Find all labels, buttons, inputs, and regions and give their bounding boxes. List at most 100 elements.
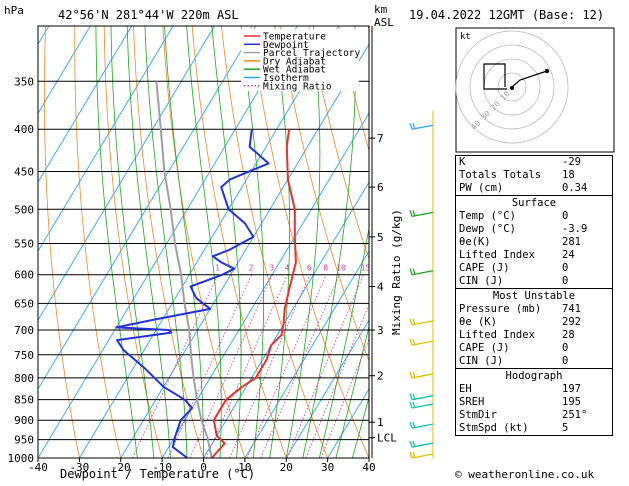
dry-adiabat-line	[133, 26, 204, 458]
wind-barb-flag	[412, 123, 416, 130]
stmspd-row: StmSpd (kt) 5	[459, 422, 569, 434]
pressure-tick-label: 400	[14, 123, 34, 136]
dewpoint-line	[115, 129, 270, 458]
km-tick-label: 4	[377, 280, 384, 293]
parcel-trajectory-line	[155, 81, 213, 458]
wind-barb-flag	[409, 451, 413, 459]
pressure-tick-label: 900	[14, 414, 34, 427]
pressure-tick-label: 450	[14, 165, 34, 178]
mixing-ratio-line	[205, 274, 289, 458]
hodograph-unit-label: kt	[460, 32, 471, 42]
mu-cin-row: CIN (J) 0	[459, 355, 569, 367]
hodograph-center	[510, 86, 514, 90]
mu-pressure-row: Pressure (mb) 741	[459, 303, 581, 315]
hodograph-params-box: Hodograph EH 197 SREH 195 StmDir 251° StmSp…	[455, 369, 613, 436]
mixing-ratio-label: 4	[285, 264, 290, 273]
km-tick-label: 7	[377, 132, 384, 145]
wind-barb-flag	[412, 268, 416, 275]
wind-barb	[411, 211, 434, 218]
stmdir-row: StmDir 251°	[459, 409, 588, 421]
mixing-ratio-label: 3	[269, 264, 274, 273]
wind-barb	[411, 373, 434, 379]
mixing-ratio-line	[229, 274, 311, 458]
isotherm-line	[38, 26, 298, 458]
temperature-tick-label: -30	[69, 461, 89, 474]
wind-barb-flag	[409, 268, 413, 275]
surface-cin-row: CIN (J) 0	[459, 275, 569, 287]
isotherm-line	[285, 319, 369, 458]
mixing-ratio-axis-label: Mixing Ratio (g/kg)	[390, 209, 403, 335]
axes: 3504004505005506006507007508008509009501…	[8, 26, 397, 474]
eh-row: EH 197	[459, 383, 581, 395]
legend-label: Temperature	[263, 32, 326, 43]
unstable-box: Most Unstable Pressure (mb) 741 θe (K) 292…	[455, 289, 613, 369]
wet-adiabat-line	[144, 26, 188, 458]
wet-adiabat-line	[186, 26, 222, 458]
x-axis-label: Dewpoint / Temperature (°C)	[60, 467, 255, 481]
wind-barb-flag	[412, 210, 416, 217]
surface-li-row: Lifted Index 24	[459, 249, 575, 261]
wind-barb-flag	[412, 318, 416, 326]
hodograph-params-title: Hodograph	[505, 370, 563, 382]
temperature-tick-label: 20	[280, 461, 293, 474]
pressure-tick-label: 1000	[8, 452, 35, 465]
mixing-ratio-label: 15	[361, 264, 371, 273]
unstable-title: Most Unstable	[492, 290, 576, 302]
pressure-tick-label: 800	[14, 372, 34, 385]
wind-barb	[411, 340, 434, 346]
mixing-ratio-line	[260, 274, 340, 458]
dry-adiabat-line	[338, 26, 369, 153]
tt-row: Totals Totals 18	[459, 169, 575, 181]
wind-barb	[411, 124, 434, 130]
sreh-row: SREH 195	[459, 396, 581, 408]
mixing-ratio-label: 6	[307, 264, 312, 273]
wind-barb-flag	[409, 401, 413, 409]
km-tick-label: LCL	[377, 432, 397, 445]
km-tick-label: 1	[377, 416, 384, 429]
temperature-tick-label: -10	[152, 461, 172, 474]
temperature-line	[211, 129, 297, 458]
pressure-tick-label: 550	[14, 237, 34, 250]
wind-barb-flag	[412, 338, 416, 346]
wind-barb-flag	[409, 318, 413, 326]
temperature-tick-label: 10	[238, 461, 251, 474]
legend-background	[241, 29, 359, 91]
pressure-tick-label: 750	[14, 349, 34, 362]
hodograph-trace-upper	[511, 70, 548, 88]
legend-label: Dewpoint	[263, 40, 309, 51]
pw-row: PW (cm) 0.34	[459, 182, 588, 194]
km-label: km	[374, 3, 388, 16]
km-tick-label: 5	[377, 231, 384, 244]
hodograph-ring	[455, 30, 569, 144]
dry-adiabat-line	[74, 26, 122, 458]
wind-barbs	[409, 110, 434, 459]
wind-barb-flag	[409, 421, 413, 429]
mu-li-row: Lifted Index 28	[459, 329, 575, 341]
mixing-ratio-line	[246, 274, 327, 458]
wind-barb-flag	[412, 440, 416, 448]
hodograph-frame	[455, 27, 615, 153]
wind-barb-flag	[409, 393, 413, 400]
credit-text[interactable]: © weatheronline.co.uk	[455, 468, 595, 481]
wind-barb	[411, 423, 434, 429]
isotherm-line	[161, 112, 369, 458]
surface-cape-row: CAPE (J) 0	[459, 262, 569, 274]
pressure-tick-label: 500	[14, 203, 34, 216]
datetime-title: 19.04.2022 12GMT (Base: 12)	[409, 8, 604, 22]
legend-label: Dry Adiabat	[263, 56, 326, 67]
k-row: K -29	[459, 156, 581, 168]
surface-dewp-row: Dewp (°C) -3.9	[459, 223, 588, 235]
wind-barb	[411, 395, 434, 401]
isotherm-line	[244, 250, 369, 458]
isotherm-line	[38, 26, 133, 184]
asl-label: ASL	[374, 16, 394, 29]
wind-barb-flag	[412, 451, 416, 459]
surface-temp-row: Temp (°C) 0	[459, 210, 569, 222]
km-tick-label: 6	[377, 181, 384, 194]
wet-adiabat-line	[110, 26, 155, 458]
mixing-ratio-line	[320, 338, 369, 458]
mixing-ratio-line	[286, 274, 365, 458]
wind-barb-flag	[412, 421, 416, 429]
